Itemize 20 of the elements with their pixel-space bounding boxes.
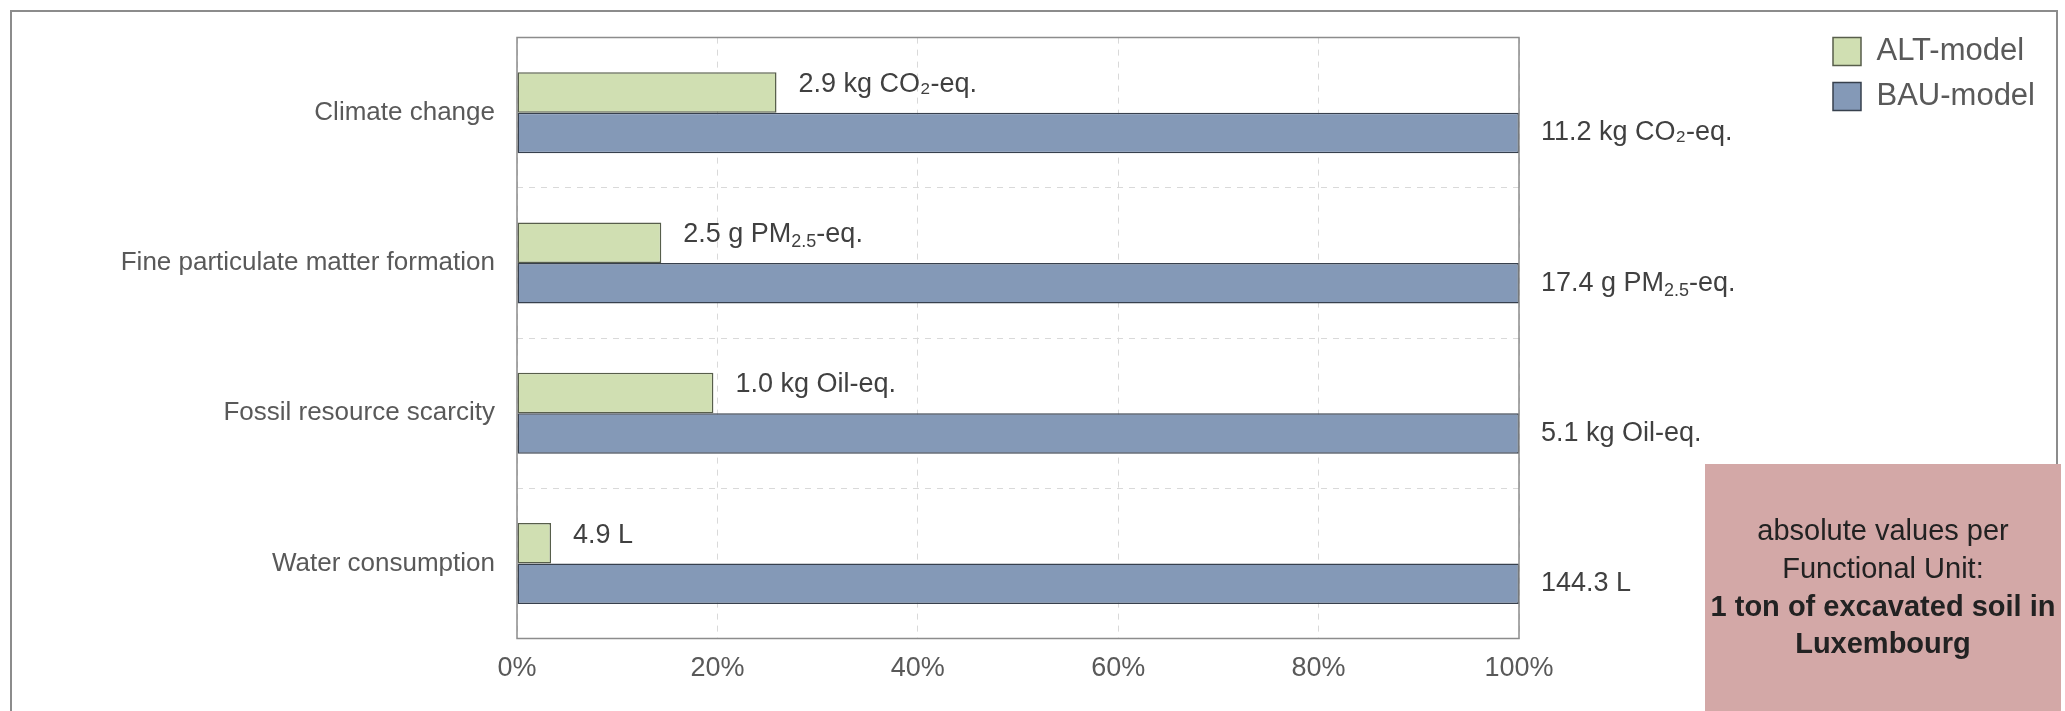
x-tick-label: 0% [497,652,537,683]
x-tick-label: 60% [1091,652,1146,683]
text: 144.3 L [1541,567,1632,598]
text: 1 ton of excavated soil in Luxembourg [1709,588,2057,662]
y-tick-label: Climate change [314,95,495,126]
y-tick-label: Water consumption [271,546,495,577]
x-tick-label: 40% [890,652,945,683]
x-tick-label: 80% [1291,652,1346,683]
text: absolute values per Functional Unit: [1756,513,2010,586]
y-tick-label: Fossil resource scarcity [223,396,495,427]
x-tick-label: 20% [690,652,745,683]
legend-label: ALT-model [1876,32,2025,68]
annotation: 4.9 L [573,518,634,549]
annotation: 1.0 kg Oil-eq. [735,368,896,399]
legend-label: BAU-model [1876,77,2035,113]
x-tick-label: 100% [1484,652,1554,683]
text: 11.2 kg CO₂-eq. [1541,116,1733,147]
annotation: 2.9 kg CO₂-eq. [798,67,978,98]
y-tick-label: Fine particulate matter formation [120,246,495,277]
text: 5.1 kg Oil-eq. [1541,416,1702,447]
